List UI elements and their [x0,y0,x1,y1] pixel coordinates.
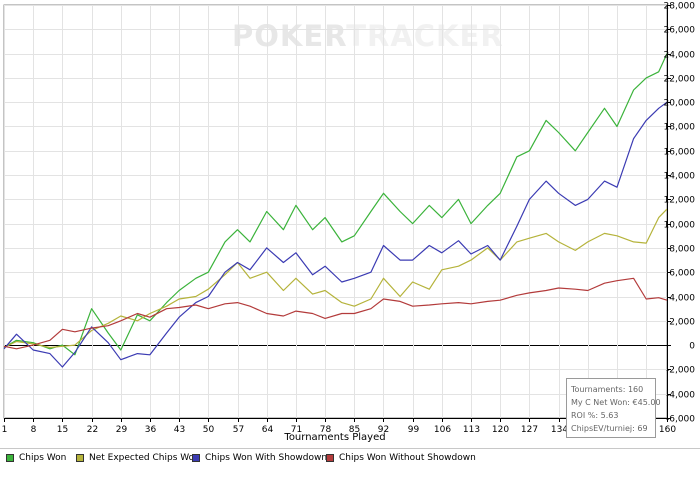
series-line-chips-won [3,53,668,356]
x-tick-label: 71 [291,425,302,435]
x-tick-label: 22 [87,425,98,435]
watermark-part2: TRACKER [346,19,503,53]
y-tick-label: 2,000 [669,318,695,328]
legend-label: Chips Won With Showdown [205,453,328,463]
y-tick-label: 12,000 [664,196,696,206]
stats-roi: ROI %: 5.63 [571,411,619,420]
x-tick-label: 57 [233,425,244,435]
stats-tournaments: Tournaments: 160 [571,385,644,394]
y-tick-label: 0 [689,342,695,352]
legend-swatch-icon [6,454,14,462]
x-tick-label: 50 [203,425,215,435]
legend-label: Chips Won [19,453,67,463]
x-tick-label: 64 [262,425,274,435]
x-tick-label: 1 [2,425,8,435]
legend-swatch-icon [76,454,84,462]
x-tick-label: 99 [408,425,420,435]
x-tick-label: 36 [145,425,157,435]
legend-item-net-expected-chips-won: Net Expected Chips Won [76,453,200,463]
y-tick-label: 22,000 [664,75,696,85]
series-line-chips-won-with-showdown [3,101,668,368]
legend-item-chips-won-with-showdown: Chips Won With Showdown [192,453,327,463]
y-tick-label: 8,000 [669,245,695,255]
x-tick-label: 85 [349,425,360,435]
chart: POKERTRACKER -6,000 -4,000 -2,000 0 2,000 4,0… [1,1,696,443]
y-tick-label: 28,000 [664,2,696,12]
x-axis-title: Tournaments Played [283,432,385,443]
watermark-part1: POKER [232,19,346,53]
x-tick-label: 43 [174,425,185,435]
y-tick-label: 10,000 [664,221,696,231]
legend-swatch-icon [326,454,334,462]
y-tick-label: -2,000 [666,366,695,376]
x-tick-label: 8 [31,425,37,435]
y-tick-label: -6,000 [666,415,695,425]
x-tick-label: 113 [463,425,480,435]
legend-label: Net Expected Chips Won [89,453,200,463]
legend-item-chips-won: Chips Won [6,453,66,463]
y-tick-label: 24,000 [664,51,696,61]
legend: Chips Won Net Expected Chips Won Chips W… [0,448,700,469]
x-tick-label: 29 [116,425,128,435]
legend-item-chips-won-without-showdown: Chips Won Without Showdown [326,453,476,463]
x-tick-label: 127 [521,425,538,435]
y-tick-label: 6,000 [669,269,695,279]
x-tick-label: 78 [320,425,332,435]
x-tick-label: 92 [378,425,389,435]
stats-net-won: My C Net Won: €45.00 [571,398,661,407]
y-tick-label: 20,000 [664,99,696,109]
x-tick-label: 15 [57,425,68,435]
x-tick-label: 160 [659,425,676,435]
legend-label: Chips Won Without Showdown [339,453,476,463]
x-tick-label: 120 [492,425,509,435]
stats-chipsev: ChipsEV/turniej: 69 [571,424,648,433]
series-line-chips-won-without-showdown [3,277,668,350]
legend-swatch-icon [192,454,200,462]
y-tick-label: 26,000 [664,26,696,36]
y-tick-label: 18,000 [664,123,696,133]
x-tick-label: 134 [551,425,568,435]
watermark: POKERTRACKER [232,19,504,53]
series-lines [3,53,668,368]
y-tick-label: 4,000 [669,294,695,304]
y-tick-label: 14,000 [664,172,696,182]
y-tick-label: -4,000 [666,391,695,401]
x-tick-label: 106 [434,425,451,435]
series-line-net-expected-chips-won [3,208,668,349]
y-tick-label: 16,000 [664,148,696,158]
stats-box: Tournaments: 160 My C Net Won: €45.00 RO… [566,378,661,438]
